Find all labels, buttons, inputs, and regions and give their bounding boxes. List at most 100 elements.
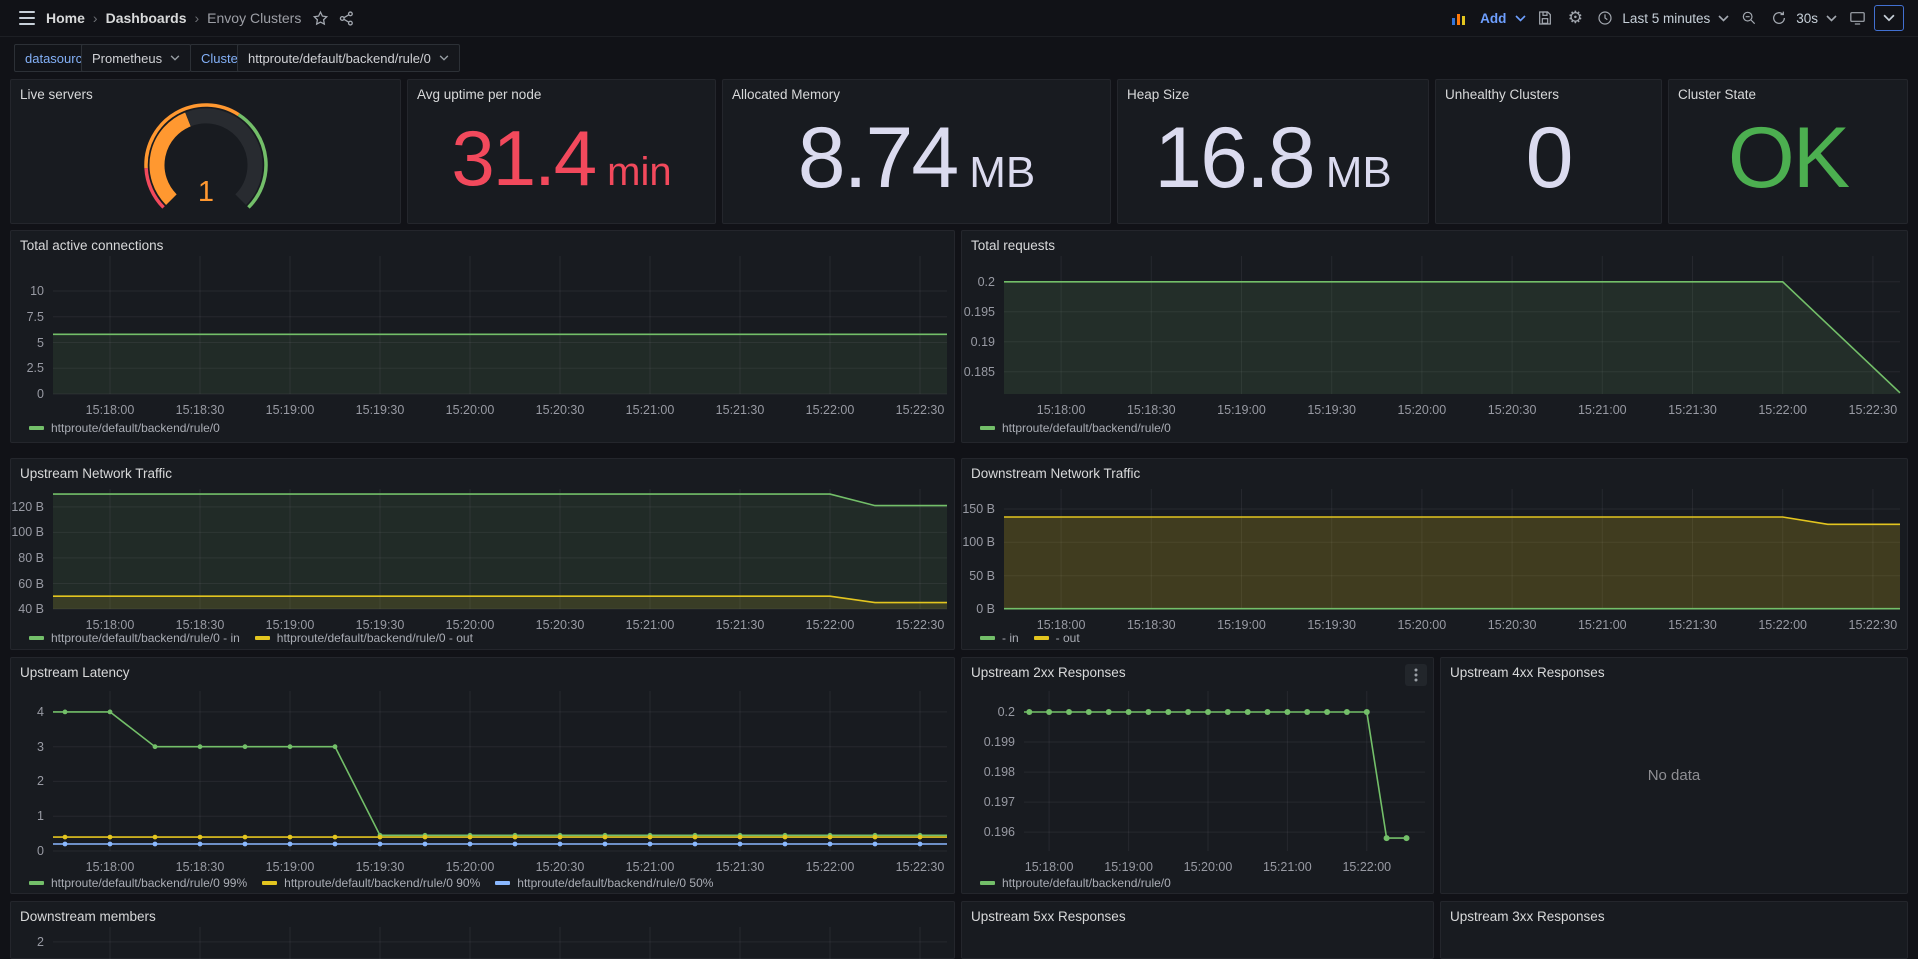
x-tick-label: 15:20:00 [1397,403,1447,417]
chevron-down-icon[interactable] [1822,5,1840,31]
legend-item[interactable]: - out [1033,631,1080,645]
refresh-icon[interactable] [1766,5,1792,31]
chart-plot: 2 [37,927,947,959]
y-tick-label: 150 B [962,502,995,516]
x-tick-label: 15:21:00 [1577,618,1627,632]
chevron-down-icon[interactable] [1714,5,1732,31]
chart-svg [1004,489,1900,610]
top-nav: Home › Dashboards › Envoy Clusters Add ⚙ [0,0,1918,37]
legend-item[interactable]: httproute/default/backend/rule/0 50% [495,876,713,890]
legend-swatch [980,881,995,885]
x-tick-label: 15:20:30 [535,860,585,874]
x-tick-label: 15:22:00 [805,403,855,417]
x-tick-label: 15:21:30 [1668,618,1717,632]
legend-item[interactable]: httproute/default/backend/rule/0 - in [29,631,240,645]
chart-plot: 15:18:00 15:18:30 15:19:00 15:19:30 15:20:00… [962,489,1900,632]
x-tick-label: 15:18:00 [85,618,135,632]
variable-value-datasource[interactable]: Prometheus [81,44,192,72]
settings-icon[interactable]: ⚙ [1567,7,1584,28]
star-icon[interactable] [307,5,333,31]
panel-unhealthy-clusters[interactable]: Unhealthy Clusters 0 [1435,79,1662,224]
x-tick-label: 15:20:00 [445,618,495,632]
y-tick-label: 0.19 [970,334,995,349]
y-tick-label: 5 [37,335,44,350]
panel-upstream-latency[interactable]: Upstream Latency 15:18:00 15:18:30 15:19:0… [10,657,955,894]
variable-value-cluster[interactable]: httproute/default/backend/rule/0 [237,44,460,72]
x-tick-label: 15:18:30 [175,403,225,417]
refresh-interval[interactable]: 30s [1796,10,1818,26]
panel-upstream-5xx-responses[interactable]: Upstream 5xx Responses [961,901,1434,959]
y-tick-label: 0 [37,387,44,401]
stat-value: 8.74 MB [797,110,1036,206]
x-tick-label: 15:21:00 [1263,860,1312,874]
breadcrumb-current: Envoy Clusters [207,10,302,26]
panel-downstream-network-traffic[interactable]: Downstream Network Traffic 15:18:00 15:18… [961,458,1908,650]
time-range-picker[interactable]: Last 5 minutes [1622,10,1711,26]
y-tick-label: 0.196 [983,825,1015,840]
legend-item[interactable]: httproute/default/backend/rule/0 90% [262,876,480,890]
panel-upstream-3xx-responses[interactable]: Upstream 3xx Responses [1440,901,1908,959]
legend-item[interactable]: httproute/default/backend/rule/0 [980,421,1171,435]
panel-avg-uptime[interactable]: Avg uptime per node 31.4 min [407,79,716,224]
legend-item[interactable]: httproute/default/backend/rule/0 99% [29,876,247,890]
chevron-down-icon[interactable] [1512,5,1528,31]
breadcrumb-home[interactable]: Home [46,10,85,26]
panel-title: Unhealthy Clusters [1445,87,1560,102]
x-tick-label: 15:19:00 [265,618,315,632]
chevron-down-icon [170,55,180,61]
x-tick-label: 15:22:00 [805,860,855,874]
panel-menu-icon[interactable] [1405,664,1427,686]
chart-legend: httproute/default/backend/rule/0 [29,421,220,435]
panel-upstream-2xx-responses[interactable]: Upstream 2xx Responses 15:18:00 15:19:00 1… [961,657,1434,894]
y-tick-label: 2 [37,774,44,789]
x-tick-label: 15:19:30 [355,403,405,417]
x-tick-label: 15:20:30 [535,618,585,632]
x-tick-label: 15:18:00 [85,860,135,874]
panel-heap-size[interactable]: Heap Size 16.8 MB [1117,79,1429,224]
panel-total-active-connections[interactable]: Total active connections 15:18:00 15:18:3… [10,230,955,443]
panel-total-requests[interactable]: Total requests 15:18:00 15:18:30 15:19:00 1… [961,230,1908,443]
x-tick-label: 15:19:30 [355,860,405,874]
legend-label: - out [1055,631,1080,645]
legend-item[interactable]: - in [980,631,1019,645]
share-icon[interactable] [333,5,359,31]
panel-live-servers[interactable]: Live servers 1 [10,79,401,224]
tv-icon[interactable] [1844,5,1870,31]
clock-icon[interactable] [1592,5,1618,31]
y-tick-label: 80 B [18,550,44,565]
legend-swatch [29,426,44,430]
y-tick-label: 0 [37,844,44,858]
legend-item[interactable]: httproute/default/backend/rule/0 [980,876,1171,890]
x-tick-label: 15:21:00 [1577,403,1627,417]
legend-swatch [29,881,44,885]
chart-plot: 15:18:00 15:19:00 15:20:00 15:21:00 15:22:00… [984,691,1425,874]
panel-title: Downstream Network Traffic [971,466,1141,481]
y-tick-label: 0.185 [963,364,995,379]
zoom-out-icon[interactable] [1736,5,1762,31]
save-icon[interactable] [1532,5,1558,31]
panel-allocated-memory[interactable]: Allocated Memory 8.74 MB [722,79,1111,224]
panel-downstream-members[interactable]: Downstream members 2 [10,901,955,959]
add-chart-icon[interactable] [1446,5,1472,31]
x-tick-label: 15:18:30 [175,618,225,632]
panel-upstream-network-traffic[interactable]: Upstream Network Traffic 15:18:00 15:18:3… [10,458,955,650]
x-tick-label: 15:19:30 [1307,403,1357,417]
panel-title: Total active connections [20,238,164,253]
legend-item[interactable]: httproute/default/backend/rule/0 - out [254,631,473,645]
stat-value: OK [1727,110,1850,206]
stat-value: 16.8 MB [1154,110,1392,206]
collapse-toolbar-button[interactable] [1874,5,1904,31]
y-tick-label: 50 B [969,568,995,583]
panel-title: Heap Size [1127,87,1190,102]
panel-upstream-4xx-responses[interactable]: Upstream 4xx Responses No data [1440,657,1908,894]
x-tick-label: 15:22:00 [1758,403,1808,417]
breadcrumb-dashboards[interactable]: Dashboards [105,10,187,26]
legend-swatch [980,636,995,640]
cluster-value: httproute/default/backend/rule/0 [248,50,431,66]
chart-svg [1024,691,1425,851]
add-button[interactable]: Add [1480,10,1507,26]
menu-icon[interactable] [14,5,40,31]
legend-item[interactable]: httproute/default/backend/rule/0 [29,421,220,435]
panel-cluster-state[interactable]: Cluster State OK [1668,79,1908,224]
